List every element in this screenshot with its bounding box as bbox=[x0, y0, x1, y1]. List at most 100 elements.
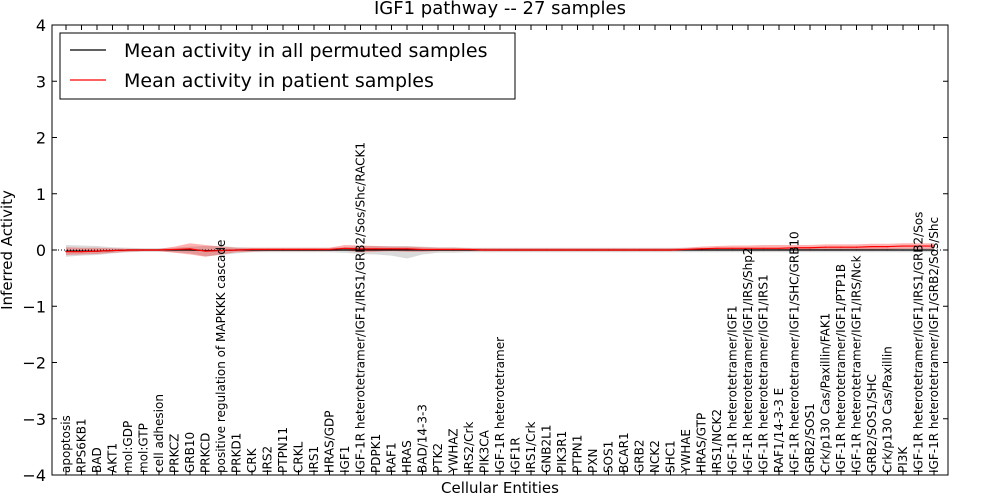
x-category-label: mol:GDP bbox=[121, 421, 135, 473]
x-category-label: IGF-1R heterotetramer/IGF1/IRS1/GRB2/Sos bbox=[912, 212, 926, 473]
data-point-s2-42 bbox=[716, 247, 718, 249]
confidence-bands bbox=[66, 243, 934, 259]
data-point-s2-30 bbox=[530, 249, 532, 251]
data-point-s1-43 bbox=[731, 249, 734, 251]
legend-box bbox=[59, 32, 516, 100]
data-point-s1-52 bbox=[871, 249, 873, 251]
x-category-label: Crk/p130 Cas/Paxillin bbox=[881, 346, 895, 473]
x-category-label: IGF1R bbox=[509, 437, 523, 473]
data-point-s1-49 bbox=[824, 249, 827, 251]
data-point-s1-19 bbox=[359, 249, 362, 251]
x-category-label: IGF-1R heterotetramer/IGF1/SHC/GRB10 bbox=[788, 231, 802, 473]
data-point-s2-11 bbox=[235, 249, 238, 251]
data-point-s2-15 bbox=[297, 248, 300, 251]
data-point-s2-14 bbox=[282, 248, 284, 251]
x-category-label: GNB2L1 bbox=[540, 425, 554, 473]
x-axis-ticks bbox=[65, 25, 935, 475]
data-point-s1-8 bbox=[189, 249, 191, 251]
x-category-label: PTPN1 bbox=[571, 435, 585, 473]
x-category-label: AKT1 bbox=[106, 443, 120, 473]
x-category-label: IRS2 bbox=[261, 446, 275, 473]
data-point-s2-43 bbox=[731, 247, 734, 249]
data-point-s2-22 bbox=[406, 248, 408, 250]
x-category-label: RPS6KB1 bbox=[75, 418, 89, 473]
x-category-label: PRKCD bbox=[199, 433, 213, 473]
x-category-label: GRB2/SOS1 bbox=[803, 403, 817, 473]
x-category-label: SHC1 bbox=[664, 440, 678, 473]
x-category-label: RAF1/14-3-3 E bbox=[772, 388, 786, 473]
x-category-label: SOS1 bbox=[602, 441, 616, 473]
data-point-s2-20 bbox=[375, 248, 377, 250]
y-axis-title: Inferred Activity bbox=[0, 190, 16, 310]
data-point-s2-0 bbox=[65, 251, 67, 253]
data-point-s1-51 bbox=[855, 249, 858, 251]
data-point-s1-54 bbox=[902, 249, 904, 251]
data-point-s1-21 bbox=[390, 249, 393, 251]
x-category-label: IGF-1R heterotetramer/IGF1/IRS1 bbox=[757, 274, 771, 473]
x-category-label: PXN bbox=[586, 449, 600, 473]
y-tick-label: 1 bbox=[36, 185, 46, 204]
x-category-label: IGF-1R heterotetramer/IGF1/GRB2/Sos/Shc bbox=[927, 217, 941, 473]
data-point-s2-4 bbox=[127, 249, 129, 251]
y-tick-label: −4 bbox=[22, 466, 46, 485]
x-category-label: IRS2/Crk bbox=[462, 422, 476, 473]
x-category-label: BCAR1 bbox=[617, 432, 631, 473]
y-tick-label: −3 bbox=[22, 410, 46, 429]
data-point-s2-46 bbox=[778, 247, 780, 249]
data-point-s2-9 bbox=[204, 250, 207, 252]
data-point-s1-20 bbox=[375, 249, 377, 251]
chart-title: IGF1 pathway -- 27 samples bbox=[374, 0, 626, 19]
x-category-label: IRS1 bbox=[307, 446, 321, 473]
data-point-s2-54 bbox=[902, 245, 904, 247]
data-point-s2-44 bbox=[747, 247, 749, 249]
y-tick-label: 0 bbox=[36, 241, 46, 260]
data-point-s1-42 bbox=[716, 249, 718, 251]
data-point-s1-44 bbox=[747, 249, 749, 251]
data-point-s2-6 bbox=[158, 249, 160, 251]
x-category-label: mol:GTP bbox=[137, 423, 151, 473]
data-point-s2-50 bbox=[840, 246, 842, 248]
data-point-s1-50 bbox=[840, 249, 842, 251]
legend: Mean activity in all permuted samples Me… bbox=[59, 32, 516, 100]
data-point-s2-47 bbox=[793, 247, 796, 249]
data-point-s2-38 bbox=[654, 249, 656, 251]
x-category-label: apoptosis bbox=[59, 415, 73, 473]
y-tick-label: 4 bbox=[36, 16, 46, 35]
x-category-label: CRK bbox=[245, 447, 259, 473]
x-category-label: HRAS/GTP bbox=[695, 413, 709, 473]
x-category-label: CRKL bbox=[292, 441, 306, 473]
series-lines bbox=[65, 245, 935, 253]
x-category-label: IGF-1R heterotetramer/IGF1/PTP1B bbox=[834, 264, 848, 473]
data-point-s2-13 bbox=[266, 248, 269, 251]
data-point-s2-29 bbox=[514, 249, 517, 251]
x-category-label: BAD bbox=[90, 447, 104, 473]
data-point-s2-52 bbox=[871, 246, 873, 248]
data-point-s2-17 bbox=[328, 248, 331, 251]
data-point-s2-25 bbox=[452, 248, 455, 251]
data-point-s1-41 bbox=[700, 249, 703, 251]
data-point-s2-45 bbox=[762, 247, 765, 249]
data-point-s1-56 bbox=[933, 249, 935, 251]
data-point-s2-55 bbox=[917, 245, 920, 247]
data-point-s2-34 bbox=[592, 249, 594, 251]
data-point-s2-3 bbox=[111, 249, 114, 252]
data-point-s1-53 bbox=[886, 249, 889, 251]
y-tick-label: −1 bbox=[22, 297, 46, 316]
data-point-s2-18 bbox=[344, 247, 346, 249]
x-category-label: PTK2 bbox=[431, 443, 445, 473]
data-point-s2-31 bbox=[545, 249, 548, 251]
data-point-s2-1 bbox=[80, 251, 83, 253]
data-point-s2-48 bbox=[809, 247, 811, 249]
data-point-s2-7 bbox=[173, 248, 176, 251]
x-category-label: PIK3CA bbox=[478, 429, 492, 473]
x-category-label: Crk/p130 Cas/Paxillin/FAK1 bbox=[819, 313, 833, 473]
data-point-s1-45 bbox=[762, 249, 765, 251]
data-point-s2-35 bbox=[607, 249, 610, 251]
x-category-label: IGF-1R heterotetramer/IGF1/IRS/Nck bbox=[850, 255, 864, 473]
x-category-label: IGF-1R heterotetramer/IGF1 bbox=[726, 306, 740, 473]
data-point-s2-21 bbox=[390, 248, 393, 250]
y-tick-label: 3 bbox=[36, 72, 46, 91]
x-category-label: BAD/14-3-3 bbox=[416, 404, 430, 473]
data-point-s1-46 bbox=[778, 249, 780, 251]
